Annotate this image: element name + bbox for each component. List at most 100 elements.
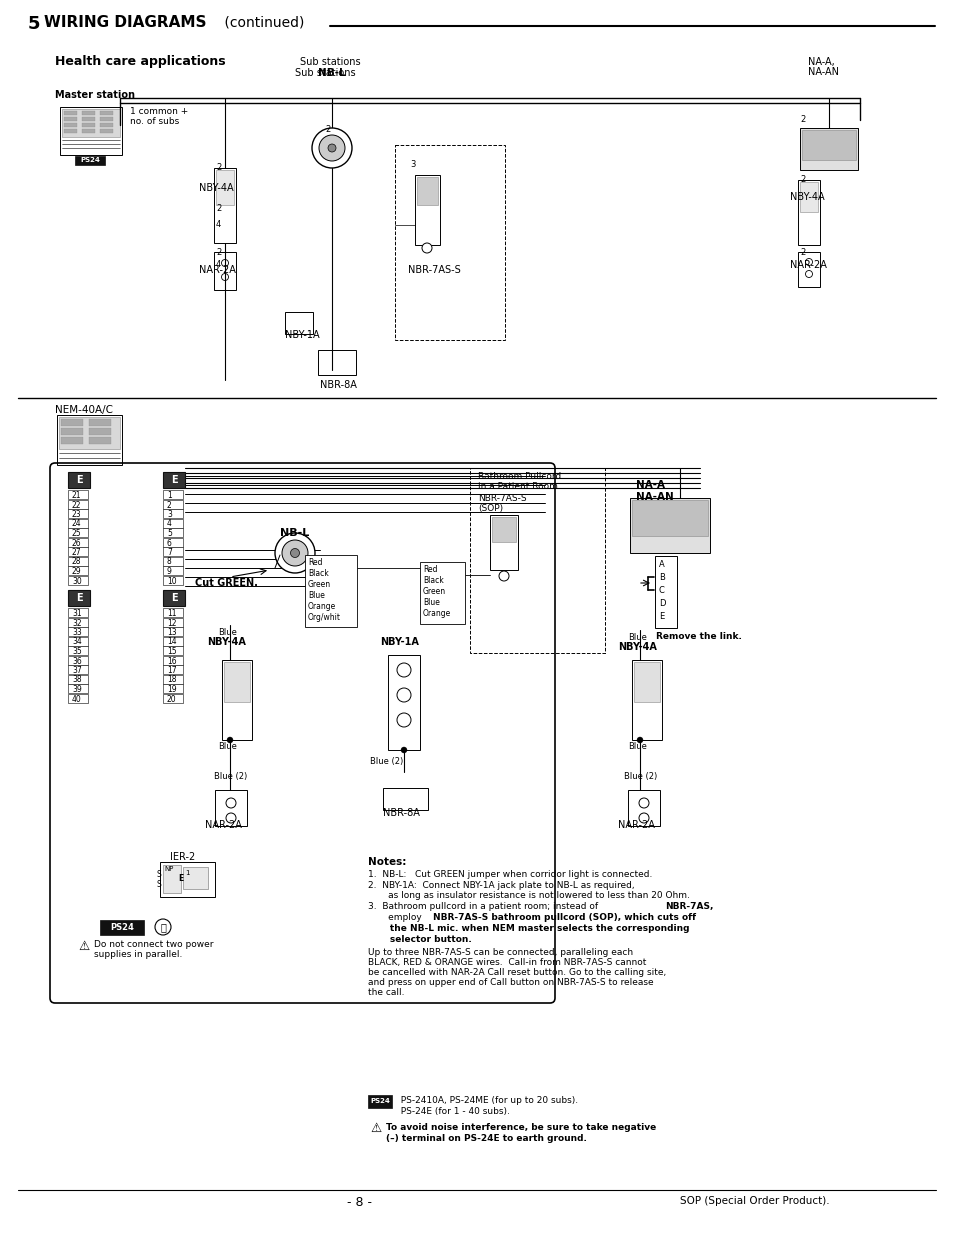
Circle shape	[804, 258, 812, 266]
Bar	[68, 557, 88, 566]
Text: - 8 -: - 8 -	[347, 1195, 372, 1209]
Bar	[163, 646, 183, 655]
Circle shape	[396, 663, 411, 677]
Text: 38: 38	[71, 676, 82, 684]
Bar	[415, 175, 439, 245]
Bar	[800, 182, 817, 212]
Text: NBR-7AS-S: NBR-7AS-S	[408, 266, 460, 275]
Text: 40: 40	[71, 694, 82, 704]
Text: NA-AN: NA-AN	[807, 67, 838, 77]
Text: E: E	[171, 475, 177, 485]
Circle shape	[400, 747, 407, 753]
Text: 15: 15	[167, 647, 176, 656]
Text: NAR-2A: NAR-2A	[199, 266, 235, 275]
Circle shape	[639, 798, 648, 808]
Text: 35: 35	[71, 647, 82, 656]
Text: 19: 19	[167, 685, 176, 694]
Text: 2: 2	[167, 500, 172, 510]
Bar	[183, 867, 208, 889]
Text: 2: 2	[800, 175, 804, 184]
Text: 24: 24	[71, 520, 82, 529]
Text: NA-A
NA-AN: NA-A NA-AN	[636, 480, 673, 501]
Bar	[68, 590, 90, 606]
Text: PS24: PS24	[110, 923, 133, 932]
Text: NBR-7AS-S
(SOP): NBR-7AS-S (SOP)	[477, 494, 526, 514]
Text: 10: 10	[167, 577, 176, 585]
Bar	[163, 566, 183, 576]
Text: 25: 25	[71, 529, 82, 538]
Bar	[61, 429, 83, 435]
Text: PS24: PS24	[370, 1098, 390, 1104]
Circle shape	[639, 813, 648, 823]
Bar	[797, 252, 820, 287]
Text: NBR-8A: NBR-8A	[382, 808, 419, 818]
Text: NAR-2A: NAR-2A	[205, 820, 242, 830]
Text: IER-2: IER-2	[170, 852, 195, 862]
Text: 20: 20	[167, 694, 176, 704]
Text: as long as insulator resistance is not lowered to less than 20 Ohm.: as long as insulator resistance is not l…	[368, 890, 689, 900]
Circle shape	[227, 737, 233, 743]
FancyBboxPatch shape	[50, 463, 555, 1003]
Circle shape	[154, 919, 171, 935]
Text: NAR-2A: NAR-2A	[618, 820, 654, 830]
Text: To avoid noise interference, be sure to take negative: To avoid noise interference, be sure to …	[386, 1123, 656, 1132]
Text: S: S	[157, 869, 162, 879]
Bar	[163, 529, 183, 537]
Text: (–) terminal on PS-24E to earth ground.: (–) terminal on PS-24E to earth ground.	[386, 1134, 586, 1144]
Bar	[82, 128, 95, 133]
Bar	[222, 659, 252, 740]
Bar	[89, 429, 111, 435]
Text: NAR-2A: NAR-2A	[789, 261, 826, 270]
Text: 2: 2	[215, 163, 221, 172]
Text: 23: 23	[71, 510, 82, 519]
Bar	[163, 636, 183, 646]
Text: 1 common +
no. of subs: 1 common + no. of subs	[130, 107, 188, 126]
Text: Remove the link.: Remove the link.	[656, 632, 741, 641]
Bar	[64, 111, 77, 115]
Bar	[224, 662, 250, 701]
Text: Orange: Orange	[308, 601, 335, 611]
Text: 2: 2	[800, 248, 804, 257]
Text: PS-24E (for 1 - 40 subs).: PS-24E (for 1 - 40 subs).	[395, 1107, 509, 1116]
Circle shape	[318, 135, 345, 161]
Bar	[627, 790, 659, 826]
Text: Sub stations: Sub stations	[299, 57, 360, 67]
Text: NBY-1A: NBY-1A	[285, 330, 319, 340]
Circle shape	[328, 144, 335, 152]
Text: 4: 4	[215, 261, 221, 269]
Bar	[213, 168, 235, 243]
Text: Blue: Blue	[627, 742, 646, 751]
Bar	[213, 252, 235, 290]
Bar	[68, 519, 88, 527]
Text: PS-2410A, PS-24ME (for up to 20 subs).: PS-2410A, PS-24ME (for up to 20 subs).	[395, 1095, 578, 1105]
Text: NBR-7AS,: NBR-7AS,	[664, 902, 713, 911]
Text: 17: 17	[167, 666, 176, 676]
Text: E: E	[171, 593, 177, 603]
Circle shape	[291, 548, 299, 557]
Text: 13: 13	[167, 629, 176, 637]
Text: ⚠: ⚠	[370, 1123, 381, 1135]
Text: 3.  Bathroom pullcord in a patient room; instead of: 3. Bathroom pullcord in a patient room; …	[368, 902, 600, 911]
Text: 2: 2	[215, 204, 221, 212]
Text: Health care applications: Health care applications	[55, 56, 226, 68]
Bar	[631, 500, 707, 536]
Bar	[163, 656, 183, 664]
Bar	[801, 130, 855, 161]
Text: NEM-40A/C: NEM-40A/C	[55, 405, 112, 415]
Text: 36: 36	[71, 657, 82, 666]
Bar	[163, 618, 183, 626]
Bar	[68, 618, 88, 626]
Bar	[419, 562, 464, 624]
Text: 16: 16	[167, 657, 176, 666]
Text: 2: 2	[325, 125, 330, 135]
Text: Orange: Orange	[422, 609, 451, 618]
Text: 11: 11	[167, 609, 176, 618]
Bar	[68, 608, 88, 618]
Text: Up to three NBR-7AS-S can be connected, paralleling each: Up to three NBR-7AS-S can be connected, …	[368, 948, 633, 957]
Bar	[68, 684, 88, 693]
Text: Green: Green	[308, 580, 331, 589]
Bar	[68, 636, 88, 646]
Circle shape	[498, 571, 509, 580]
Bar	[160, 862, 214, 897]
Text: Blue: Blue	[627, 634, 646, 642]
